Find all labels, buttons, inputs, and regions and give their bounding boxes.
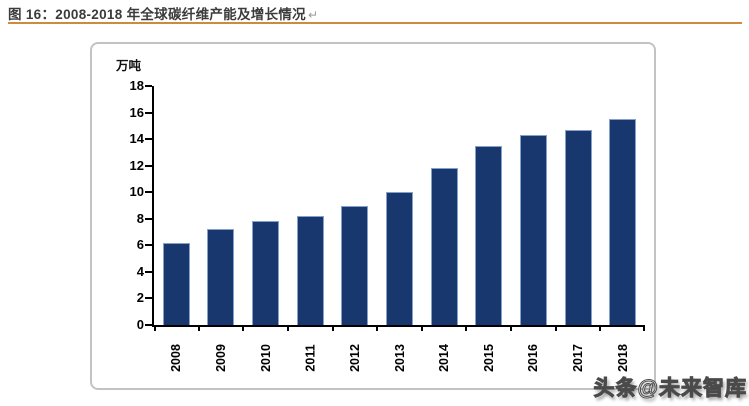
y-tick-mark (145, 191, 152, 194)
y-tick-mark (145, 164, 152, 167)
y-tick-label: 0 (136, 317, 144, 332)
x-tick-label-2011: 2011 (303, 344, 318, 372)
bar-2018 (609, 119, 637, 325)
plot-area (145, 85, 645, 331)
x-tick-mark (154, 325, 156, 331)
x-tick-label-2008: 2008 (169, 344, 184, 372)
bar-2017 (564, 129, 592, 325)
y-tick-label: 6 (136, 237, 144, 253)
x-tick-label-2015: 2015 (481, 344, 496, 372)
y-tick-mark (145, 217, 152, 220)
bar-2011 (296, 216, 324, 325)
x-tick-label-2009: 2009 (213, 344, 228, 372)
bar-2013 (386, 192, 413, 325)
x-tick-mark (643, 325, 645, 331)
x-tick-mark (242, 325, 245, 331)
y-axis-unit-label: 万吨 (116, 59, 142, 73)
bar-2012 (341, 205, 369, 325)
y-tick-label: 18 (129, 78, 144, 93)
bar-2014 (430, 168, 458, 325)
bar-2009 (207, 229, 235, 325)
x-tick-mark (420, 325, 423, 331)
y-tick-mark (145, 111, 152, 114)
x-tick-mark (465, 325, 468, 331)
x-tick-mark (599, 325, 602, 331)
y-tick-mark (145, 270, 152, 273)
x-tick-mark (510, 325, 513, 331)
bar-2010 (252, 221, 280, 325)
x-tick-label-2012: 2012 (347, 344, 362, 372)
bar-2016 (519, 135, 547, 325)
figure-caption: 图 16：2008-2018 年全球碳纤维产能及增长情况 ↵ (8, 3, 318, 23)
x-tick-mark (376, 325, 379, 331)
x-tick-mark (331, 325, 334, 331)
x-tick-mark (554, 325, 557, 331)
x-tick-label-2016: 2016 (526, 344, 541, 372)
caption-underline (8, 22, 742, 24)
paragraph-mark-icon: ↵ (307, 8, 319, 22)
y-tick-mark (145, 297, 152, 300)
y-tick-label: 16 (129, 104, 144, 120)
y-axis-tick-labels: 0 2 4 6 8 10 12 14 16 18 (98, 79, 144, 332)
x-tick-mark (286, 325, 289, 331)
y-tick-label: 12 (129, 157, 144, 173)
y-tick-label: 14 (129, 131, 144, 147)
x-tick-label-2010: 2010 (258, 344, 273, 372)
y-tick-mark (145, 324, 152, 326)
y-tick-label: 4 (136, 263, 144, 279)
chart-container: 万吨 0 2 4 6 8 10 12 14 16 18 2008 2009 2010 2011 2012 2… (90, 42, 656, 390)
bar-2008 (162, 242, 190, 325)
figure-caption-text: 图 16：2008-2018 年全球碳纤维产能及增长情况 (8, 7, 306, 22)
y-tick-label: 10 (129, 184, 144, 200)
x-tick-mark (197, 325, 200, 331)
x-tick-label-2013: 2013 (392, 344, 407, 372)
y-tick-mark (145, 138, 152, 141)
y-tick-label: 2 (136, 290, 144, 306)
x-tick-label-2014: 2014 (437, 344, 452, 372)
x-axis-tick-labels: 2008 2009 2010 2011 2012 2013 2014 2015 2016 2017… (154, 333, 645, 383)
y-tick-mark (145, 244, 152, 247)
y-tick-label: 8 (136, 210, 144, 226)
y-tick-mark (145, 85, 152, 87)
watermark: 头条@未来智库 (593, 377, 747, 401)
bar-2015 (475, 145, 503, 325)
